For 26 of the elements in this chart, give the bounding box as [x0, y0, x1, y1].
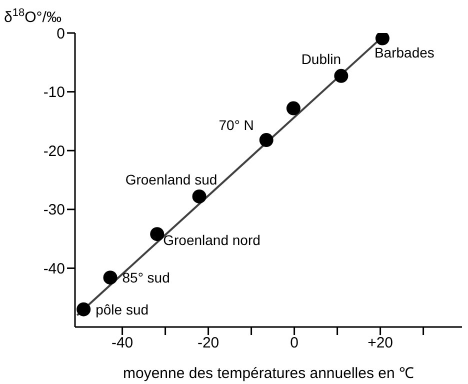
point: [334, 68, 348, 83]
point: [286, 101, 300, 116]
point: [150, 227, 164, 242]
x-tick-label: -40: [111, 334, 134, 352]
y-tick-label: -20: [43, 142, 65, 160]
x-axis-title: moyenne des températures annuelles en ℃: [122, 365, 414, 382]
annotation: 70° N: [218, 117, 254, 134]
y-tick-label: -10: [43, 84, 65, 102]
y-tick-label: 0: [56, 25, 65, 42]
y-tick-label: -30: [43, 202, 65, 219]
point: [259, 133, 274, 148]
x-tick-label: -20: [197, 334, 220, 352]
annotation: Groenland sud: [125, 171, 218, 188]
point: [192, 189, 206, 204]
annotation: Groenland nord: [163, 232, 260, 248]
x-tick-label: +20: [368, 334, 394, 352]
point: [76, 302, 91, 316]
annotation: pôle sud: [96, 301, 149, 318]
y-tick-label: -40: [43, 260, 65, 278]
y-axis-title: δ$^{18}$O°/‰: [4, 7, 62, 26]
annotation: Barbades: [374, 44, 434, 60]
annotation: Dublin: [301, 50, 342, 67]
annotation: 85° sud: [122, 270, 170, 286]
point: [375, 33, 390, 46]
x-tick-label: 0: [290, 334, 298, 352]
point: [103, 270, 118, 285]
